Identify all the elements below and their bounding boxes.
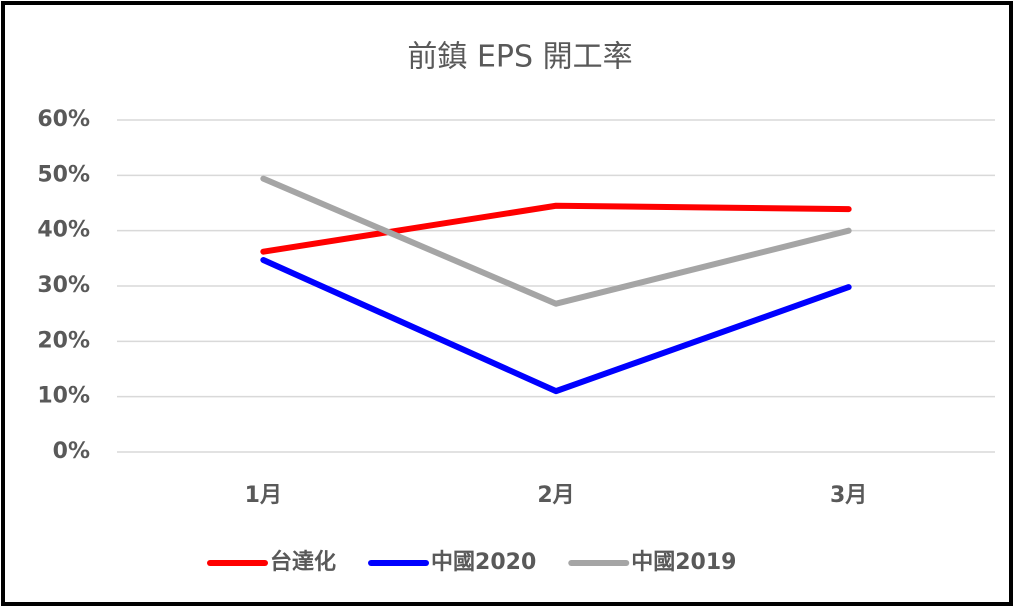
legend-label: 中國2020	[431, 550, 536, 575]
y-tick-label: 20%	[37, 328, 90, 353]
y-tick-label: 60%	[37, 107, 90, 132]
x-tick-label: 3月	[830, 483, 867, 508]
legend-label: 台達化	[270, 549, 336, 575]
x-tick-label: 1月	[245, 483, 282, 508]
chart-title: 前鎮 EPS 開工率	[407, 40, 632, 75]
y-tick-label: 40%	[37, 218, 90, 243]
y-tick-label: 10%	[37, 384, 90, 409]
y-tick-label: 0%	[53, 439, 90, 464]
series-line	[260, 256, 852, 395]
y-tick-label: 30%	[37, 273, 90, 298]
series-line	[260, 175, 852, 307]
legend-label: 中國2019	[631, 550, 736, 575]
x-tick-label: 2月	[537, 483, 574, 508]
series-line	[260, 202, 852, 255]
y-tick-label: 50%	[37, 162, 90, 187]
